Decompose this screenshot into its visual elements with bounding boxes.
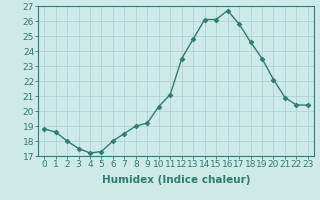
X-axis label: Humidex (Indice chaleur): Humidex (Indice chaleur) (102, 175, 250, 185)
